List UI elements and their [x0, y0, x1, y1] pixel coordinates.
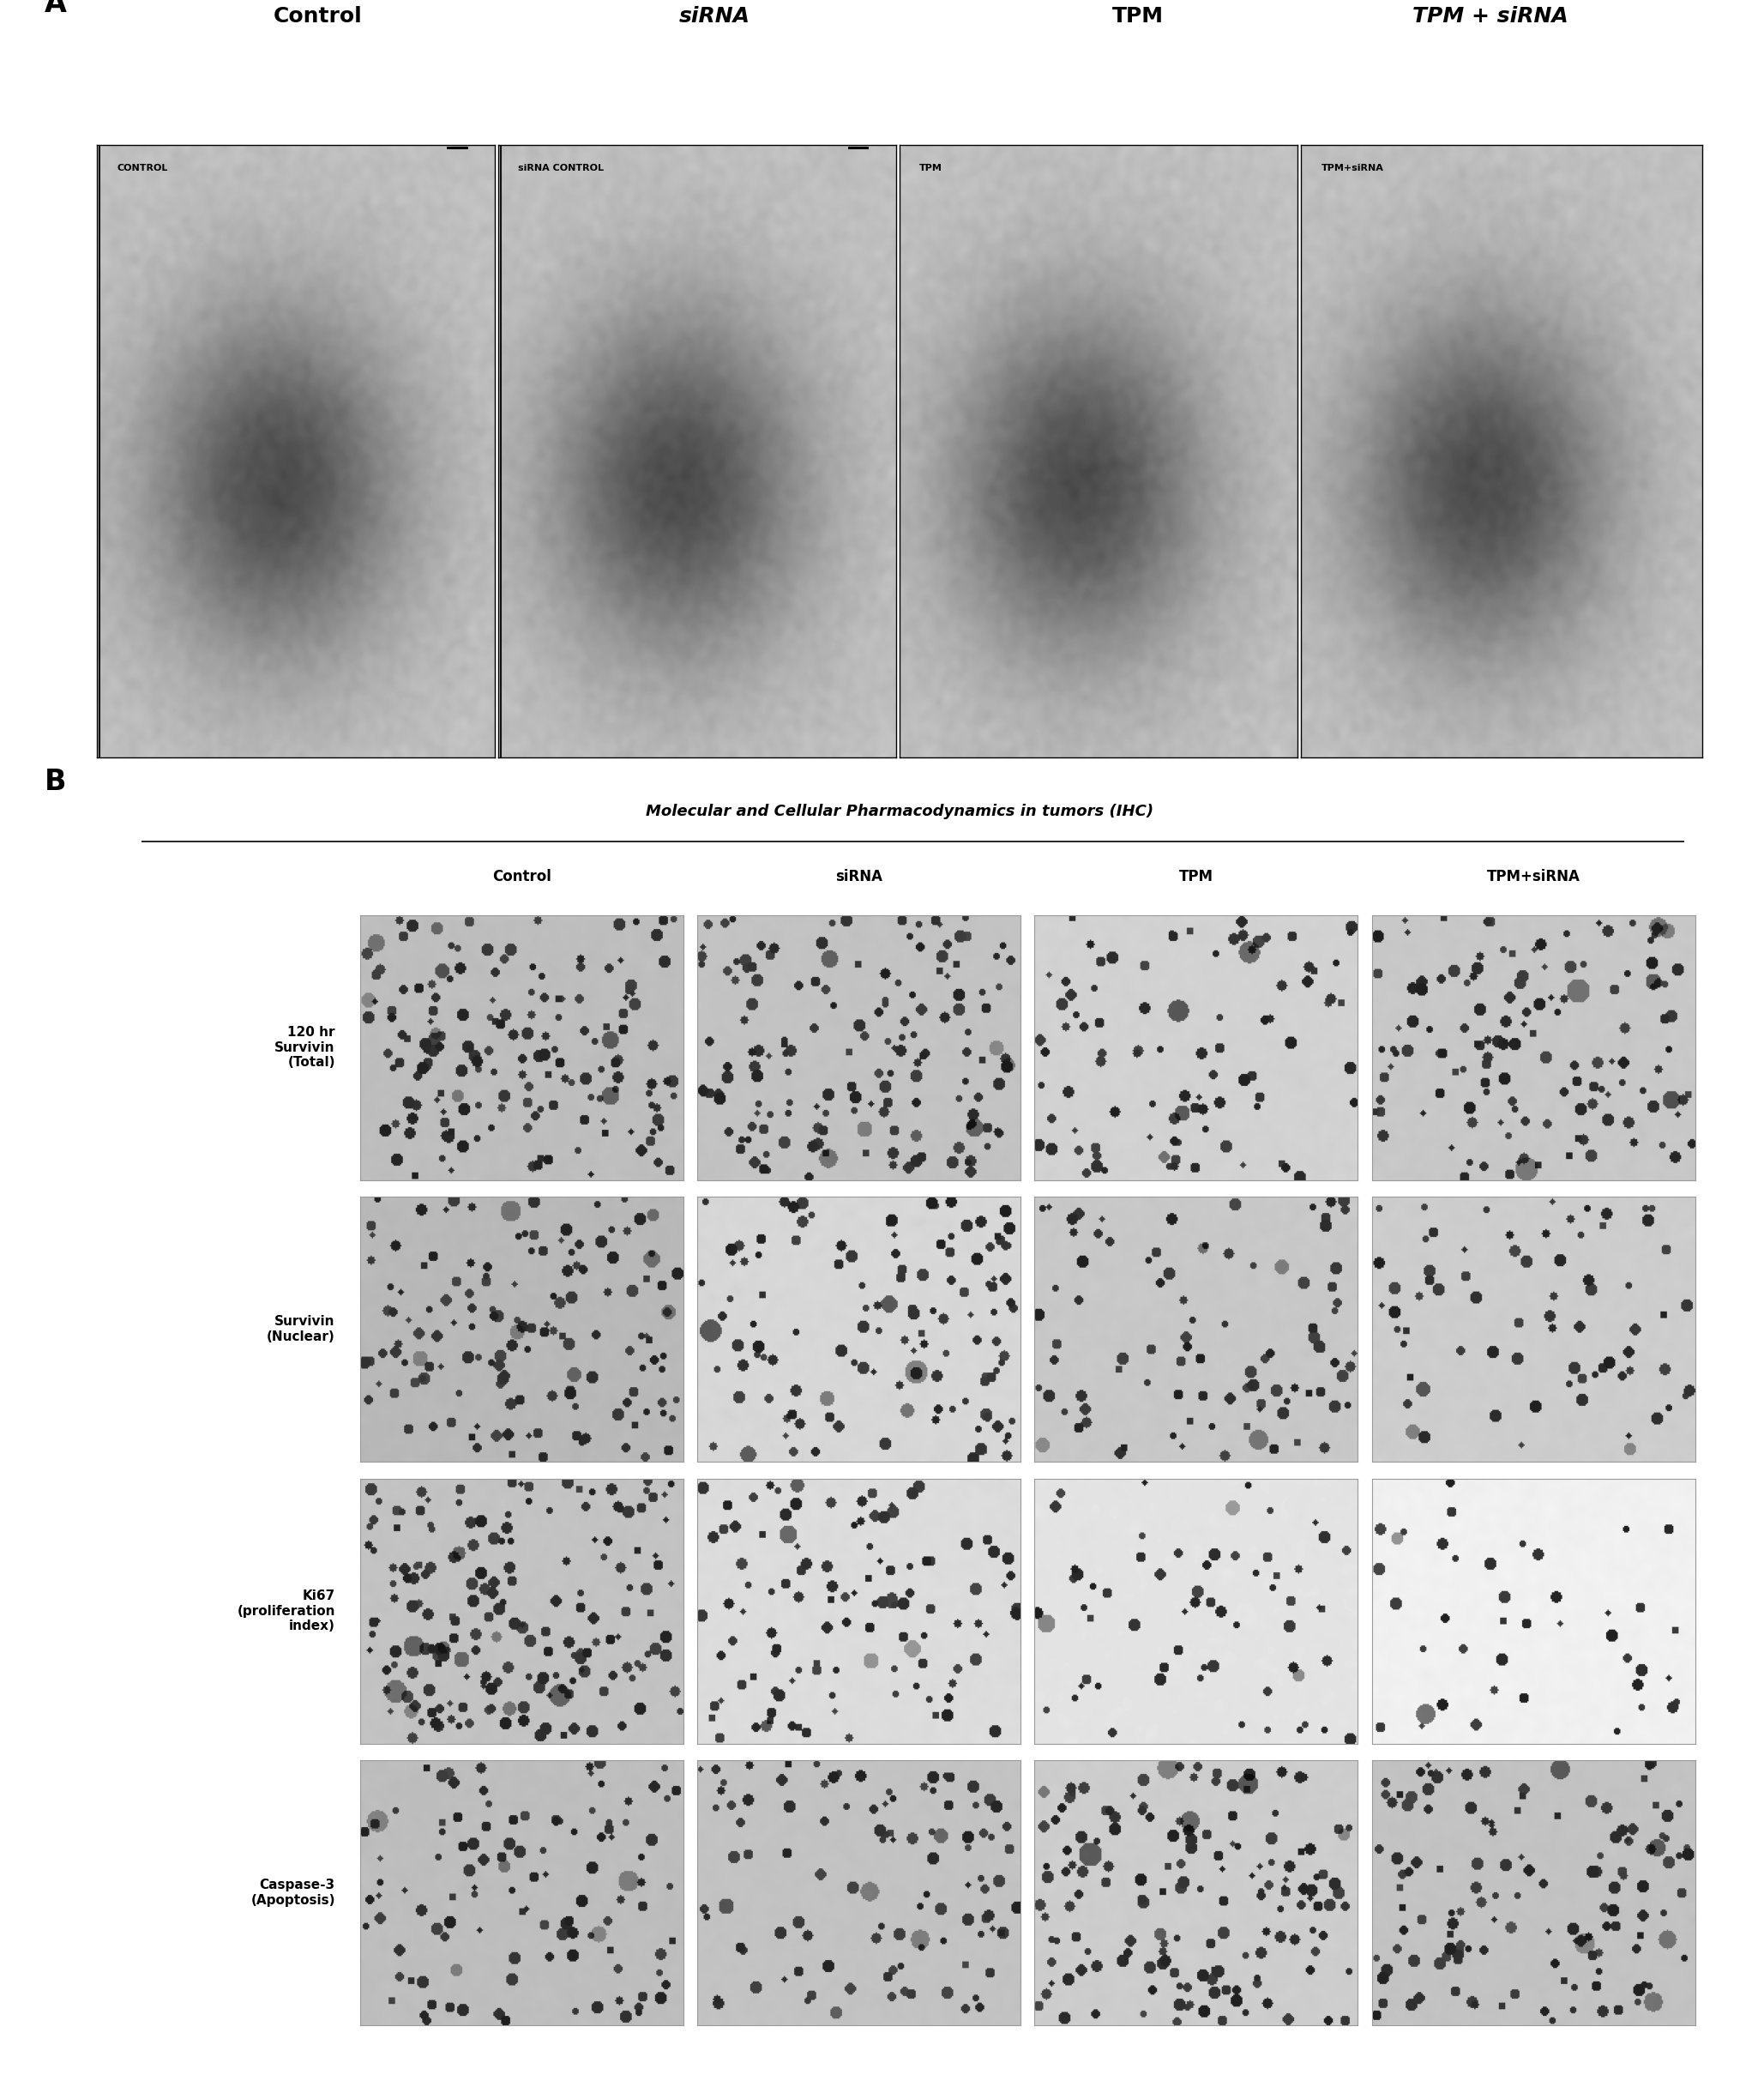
- Text: Caspase-3
(Apoptosis): Caspase-3 (Apoptosis): [250, 1878, 335, 1907]
- Text: CONTROL: CONTROL: [116, 164, 168, 172]
- Text: TPM: TPM: [1178, 869, 1214, 884]
- Text: TPM: TPM: [919, 164, 942, 172]
- Text: Control: Control: [492, 869, 550, 884]
- Text: 120 hr
Survivin
(Total): 120 hr Survivin (Total): [275, 1027, 335, 1069]
- Text: TPM: TPM: [1111, 6, 1164, 27]
- Text: TPM + siRNA: TPM + siRNA: [1413, 6, 1568, 27]
- Text: Molecular and Cellular Pharmacodynamics in tumors (IHC): Molecular and Cellular Pharmacodynamics …: [646, 803, 1154, 820]
- Text: A: A: [44, 0, 67, 19]
- Text: siRNA CONTROL: siRNA CONTROL: [519, 164, 603, 172]
- Text: Survivin
(Nuclear): Survivin (Nuclear): [266, 1316, 335, 1343]
- Text: Ki67
(proliferation
index): Ki67 (proliferation index): [236, 1589, 335, 1633]
- Text: TPM+siRNA: TPM+siRNA: [1487, 869, 1581, 884]
- Text: siRNA: siRNA: [836, 869, 882, 884]
- Text: TPM+siRNA: TPM+siRNA: [1321, 164, 1383, 172]
- Text: Control: Control: [273, 6, 362, 27]
- Text: siRNA: siRNA: [679, 6, 750, 27]
- Text: B: B: [44, 768, 65, 797]
